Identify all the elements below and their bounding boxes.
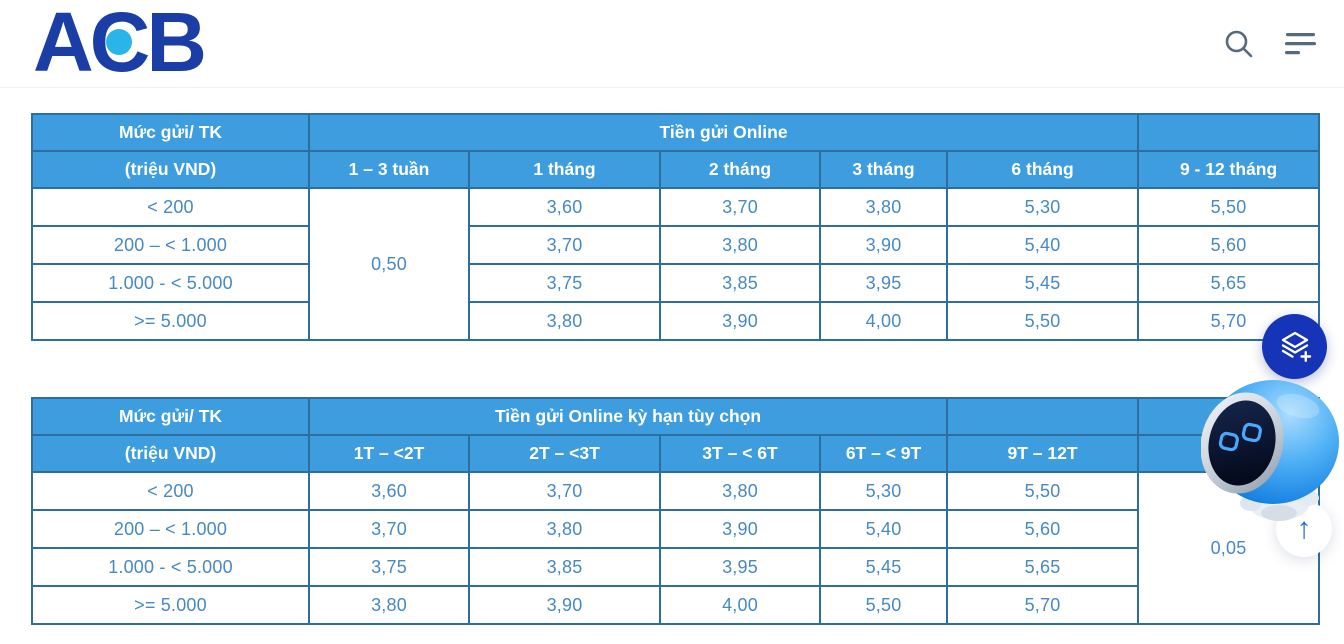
rate-cell: 3,60 [308,471,470,511]
rate-cell: 3,95 [819,263,948,303]
search-button[interactable] [1223,28,1255,60]
acb-logo[interactable]: ACB [33,0,207,89]
rate-cell: 3,80 [659,225,821,265]
row-label-cell: 200 – < 1.000 [31,225,310,265]
rate-cell: 4,00 [819,301,948,341]
table-row: >= 5.000 3,80 3,90 4,00 5,50 5,70 [31,301,1321,341]
rate-cell: 5,50 [945,301,1140,341]
corner-subheader-cell: (triệu VND) [31,150,310,189]
rate-cell: 3,75 [308,547,470,587]
group-header-cell: Tiền gửi Online kỳ hạn tùy chọn [307,397,949,436]
online-flexible-term-rate-table: Mức gửi/ TK Tiền gửi Online kỳ hạn tùy c… [31,397,1321,625]
corner-header-cell: Mức gửi/ TK [31,397,310,436]
row-label-cell: 200 – < 1.000 [31,509,310,549]
corner-subheader-cell: (triệu VND) [31,434,310,473]
period-header-cell: 3T – < 6T [659,434,821,473]
table-row: < 200 3,60 3,70 3,80 5,30 5,50 0,05 [31,471,1321,625]
period-header-cell: 6T – < 9T [818,434,949,473]
rate-cell: 3,70 [308,509,470,549]
rate-cell: 4,00 [659,585,821,625]
rate-cell: 3,90 [659,509,821,549]
empty-header-cell [1137,113,1321,152]
period-header-cell: 9 - 12 tháng [1137,150,1321,189]
table-row: 1.000 - < 5.000 3,75 3,85 3,95 5,45 5,65 [31,263,1321,303]
row-label-cell: 1.000 - < 5.000 [31,263,310,303]
rate-cell: 3,60 [468,187,661,227]
row-label-cell: 1.000 - < 5.000 [31,547,310,587]
rate-cell: 5,60 [946,509,1140,549]
row-label-cell: < 200 [31,187,310,227]
robot-icon [1200,380,1339,521]
rate-cell: 3,70 [659,187,821,227]
period-header-cell: 1T – <2T [308,434,470,473]
rate-cell: 5,45 [945,263,1140,303]
rate-cell: 5,40 [945,225,1140,265]
table-row: 200 – < 1.000 3,70 3,80 3,90 5,40 5,60 [31,225,1321,265]
rate-cell: 3,95 [659,547,821,587]
rate-cell: 3,80 [659,471,821,511]
row-label-cell: < 200 [31,471,310,511]
period-header-cell: 6 tháng [945,150,1140,189]
rate-cell: 5,60 [1137,225,1321,265]
period-header-cell: 3 tháng [819,150,948,189]
hamburger-menu-icon [1285,32,1316,54]
table-row: 200 – < 1.000 3,70 3,80 3,90 5,40 5,60 [31,509,1319,549]
period-header-cell: 9T – 12T [946,434,1140,473]
rate-cell: 3,90 [819,225,948,265]
floating-action-button[interactable] [1262,314,1327,379]
period-header-cell: 1 tháng [468,150,661,189]
period-header-cell: 2 tháng [659,150,821,189]
rate-cell: 5,50 [1137,187,1321,227]
merged-rate-cell: 0,50 [308,187,470,341]
rate-cell: 3,85 [659,263,821,303]
rate-cell: 3,70 [468,225,661,265]
group-header-cell: Tiền gửi Online [307,113,1140,152]
rate-cell: 5,65 [946,547,1140,587]
nav-icons [1223,28,1317,60]
rate-cell: 5,45 [818,547,949,587]
table-row: >= 5.000 3,80 3,90 4,00 5,50 5,70 [31,585,1319,625]
rate-cell: 3,80 [308,585,470,625]
table-row: 1.000 - < 5.000 3,75 3,85 3,95 5,45 5,65 [31,547,1319,587]
rate-cell: 3,85 [468,547,661,587]
menu-button[interactable] [1285,32,1317,56]
acb-logo-dot-icon [106,29,132,55]
rate-cell: 3,70 [468,471,661,511]
period-header-cell: 2T – <3T [468,434,661,473]
rate-cell: 5,30 [818,471,949,511]
up-arrow-icon: ↑ [1296,512,1312,545]
rate-cell: 3,80 [468,509,661,549]
rate-cell: 3,90 [468,585,661,625]
rate-cell: 5,50 [946,471,1140,511]
row-label-cell: >= 5.000 [31,301,310,341]
period-header-cell: 1 – 3 tuần [308,150,470,189]
rate-cell: 3,90 [659,301,821,341]
rate-cell: 3,75 [468,263,661,303]
table-row: < 200 0,50 3,60 3,70 3,80 5,30 5,50 [31,187,1321,341]
rate-cell: 3,80 [819,187,948,227]
search-icon [1225,30,1253,58]
rate-cell: 5,50 [818,585,949,625]
rate-cell: 5,65 [1137,263,1321,303]
corner-header-cell: Mức gửi/ TK [31,113,310,152]
top-nav: ACB [0,0,1344,89]
chatbot-mascot[interactable] [1200,379,1343,523]
rate-cell: 5,40 [818,509,949,549]
rate-cell: 3,80 [468,301,661,341]
rate-cell: 5,70 [946,585,1140,625]
online-deposit-rate-table: Mức gửi/ TK Tiền gửi Online (triệu VND) … [31,113,1321,341]
rate-cell: 5,30 [945,187,1140,227]
row-label-cell: >= 5.000 [31,585,310,625]
empty-header-cell [946,397,1140,436]
layers-plus-icon [1281,331,1311,362]
